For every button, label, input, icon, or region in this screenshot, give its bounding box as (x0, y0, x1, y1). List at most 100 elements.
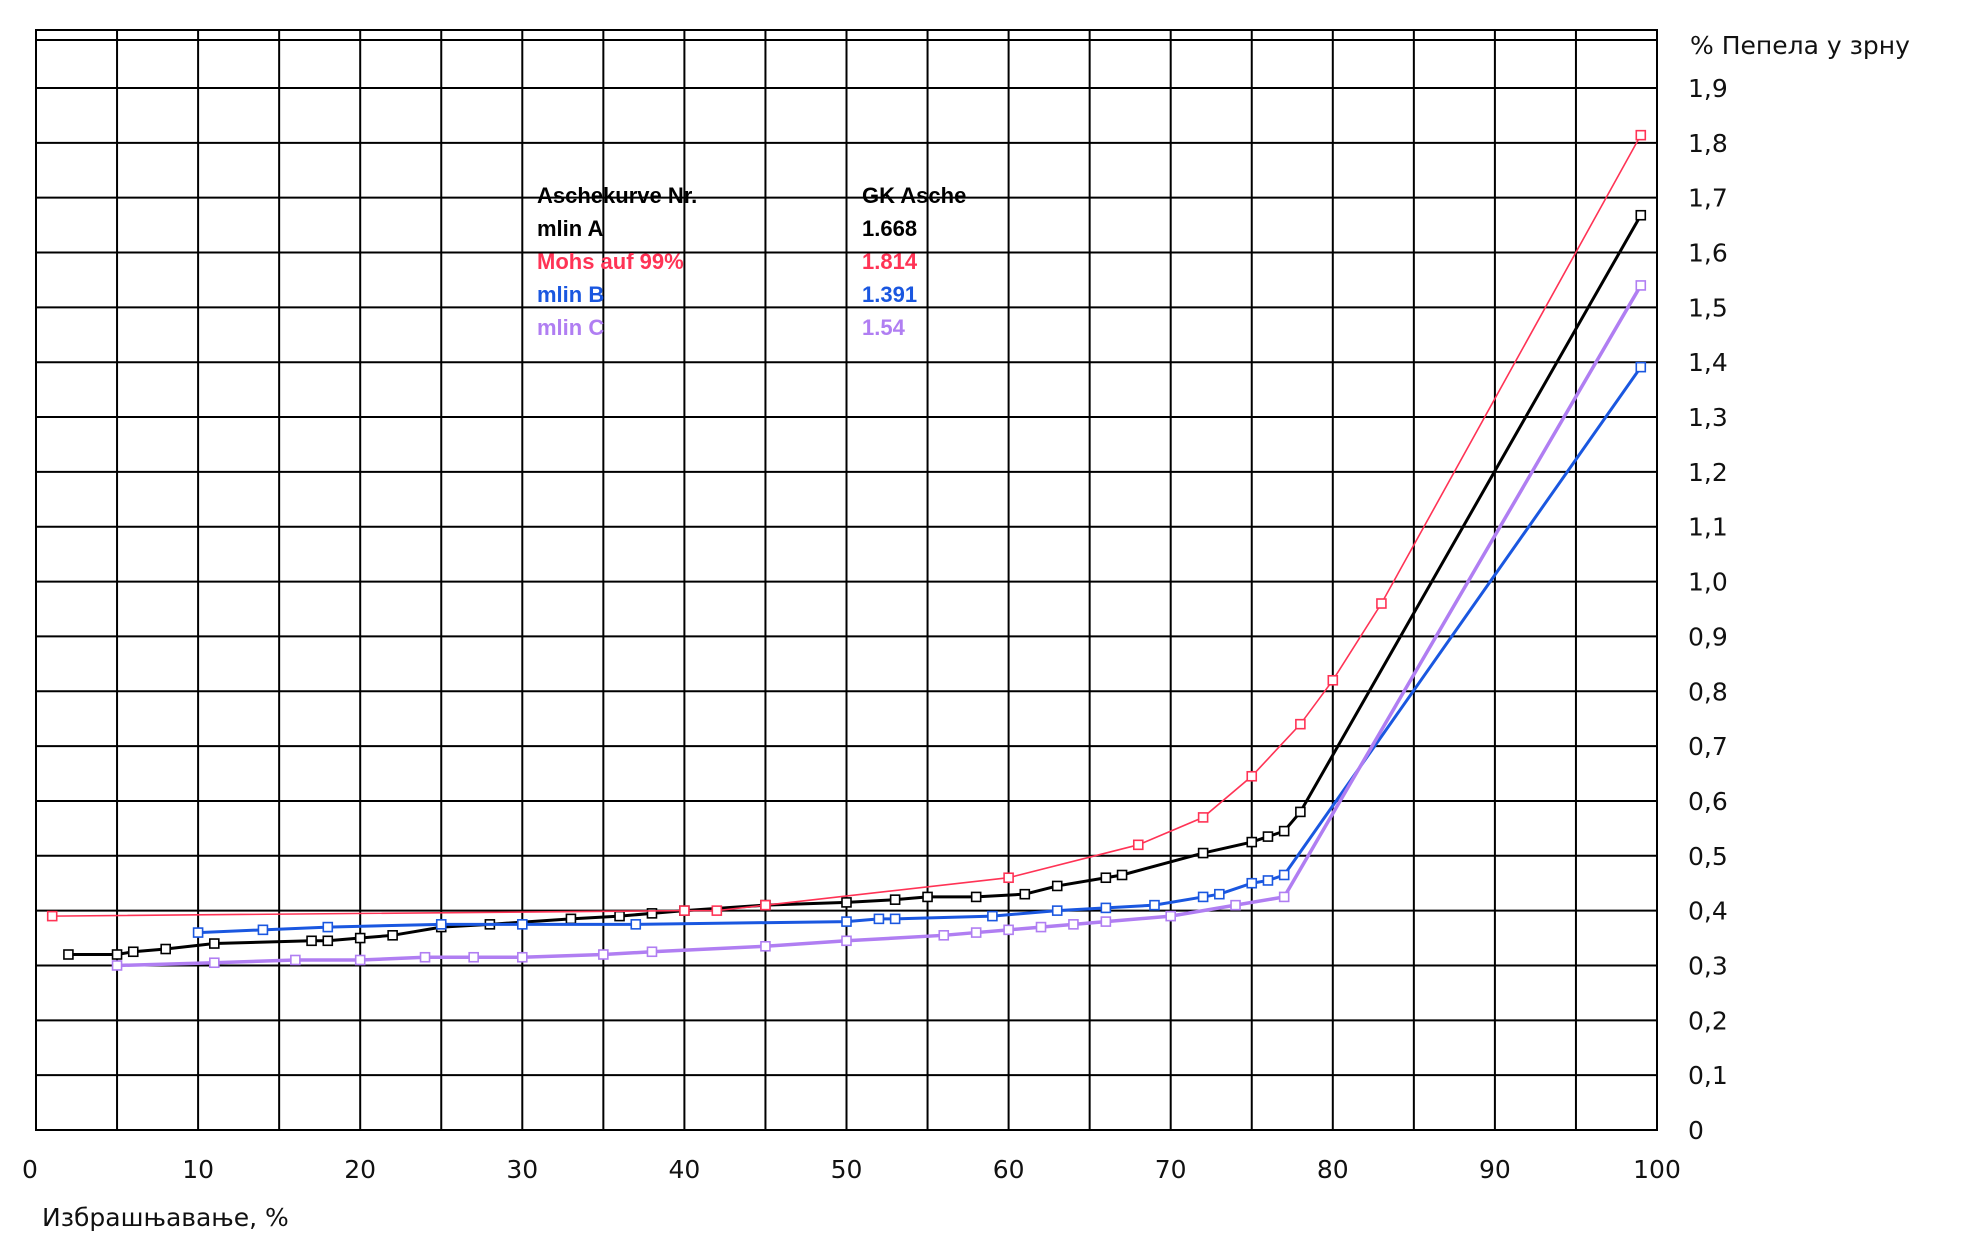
data-point (922, 891, 933, 903)
data-point (1149, 899, 1160, 911)
y-tick-label: 0,9 (1688, 622, 1728, 651)
data-point (614, 910, 625, 922)
data-point (111, 960, 123, 971)
y-axis-label: % Пепела у зрну (1690, 31, 1910, 60)
data-point (1214, 888, 1225, 900)
data-point (1295, 718, 1306, 730)
data-point (970, 891, 982, 903)
data-point (46, 910, 58, 922)
data-point (1197, 812, 1209, 823)
legend-header-name: Aschekurve Nr. (537, 183, 697, 208)
data-point (1635, 209, 1647, 221)
y-tick-label: 0,1 (1688, 1061, 1728, 1090)
grid (35, 29, 1658, 1131)
data-point (646, 908, 658, 919)
legend-series-name: Mohs auf 99% (537, 249, 684, 274)
x-axis-label: Избрашњавање, % (42, 1203, 289, 1232)
y-tick-label: 0,3 (1688, 951, 1728, 980)
data-point (354, 932, 366, 944)
data-point (322, 921, 334, 933)
data-point (516, 951, 528, 963)
data-point (1100, 902, 1112, 914)
y-tick-label: 0,5 (1688, 842, 1728, 871)
data-point (257, 924, 269, 936)
data-point (192, 927, 204, 938)
x-tick-label: 100 (1633, 1155, 1681, 1184)
data-point (1035, 921, 1047, 933)
data-point (354, 954, 366, 966)
tick-labels: 0 10 20 30 40 50 60 70 80 90 10000,10,20,30,40,50,… (22, 74, 1728, 1184)
data-point (1262, 831, 1274, 842)
data-point (387, 930, 398, 941)
y-tick-label: 1,7 (1688, 184, 1728, 213)
data-point (873, 913, 885, 925)
legend-series-value: 1.668 (862, 216, 917, 241)
data-point (760, 899, 771, 911)
x-tick-label: 30 (506, 1155, 538, 1184)
y-tick-label: 1,1 (1688, 513, 1728, 542)
data-point (598, 949, 609, 960)
data-point (1246, 836, 1258, 848)
data-point (111, 949, 123, 960)
data-point (1230, 899, 1241, 911)
data-point (841, 916, 852, 927)
data-point (1278, 891, 1290, 903)
data-point (1262, 875, 1274, 886)
series-line (68, 214, 1643, 957)
x-tick-label: 40 (668, 1155, 700, 1184)
legend-series-value: 1.814 (862, 249, 918, 274)
data-point (127, 946, 139, 958)
y-tick-label: 1,3 (1688, 403, 1728, 432)
y-tick-label: 1,4 (1688, 348, 1728, 377)
y-tick-label: 0,2 (1688, 1006, 1728, 1035)
x-tick-label: 0 (22, 1155, 38, 1184)
data-point (1019, 888, 1031, 900)
data-point (1295, 806, 1306, 818)
y-tick-label: 0,4 (1688, 897, 1728, 926)
y-tick-label: 0,7 (1688, 732, 1728, 761)
legend-series-name: mlin A (537, 216, 604, 241)
data-point (630, 919, 642, 930)
legend-series-name: mlin C (537, 315, 604, 340)
y-tick-label: 1,9 (1688, 74, 1728, 103)
data-point (1278, 825, 1290, 837)
data-point (1635, 129, 1647, 141)
data-point (841, 897, 852, 908)
legend: Aschekurve Nr. GK Asche mlin A 1.668 Mohs … (537, 183, 966, 340)
x-tick-label: 70 (1155, 1155, 1187, 1184)
data-point (970, 927, 982, 938)
data-point (1327, 674, 1339, 686)
data-point (646, 946, 658, 958)
series-line (52, 134, 1642, 917)
data-point (987, 910, 998, 922)
x-tick-label: 20 (344, 1155, 376, 1184)
data-point (322, 935, 334, 947)
data-point (1246, 877, 1258, 889)
data-point (565, 913, 577, 925)
data-point (1116, 869, 1128, 881)
y-tick-label: 1,8 (1688, 129, 1728, 158)
x-tick-label: 60 (993, 1155, 1025, 1184)
legend-header-value: GK Asche (862, 183, 966, 208)
data-point (889, 894, 901, 905)
data-point (1051, 880, 1063, 892)
data-point (1197, 891, 1209, 903)
y-tick-label: 0 (1688, 1116, 1704, 1145)
x-tick-label: 50 (831, 1155, 863, 1184)
x-tick-label: 80 (1317, 1155, 1349, 1184)
data-point (760, 940, 771, 952)
data-point (1376, 598, 1387, 609)
data-point (290, 954, 301, 966)
data-point (1246, 770, 1258, 782)
data-point (1132, 839, 1144, 851)
data-point (1003, 872, 1014, 884)
legend-series-value: 1.54 (862, 315, 906, 340)
y-tick-label: 1,2 (1688, 458, 1728, 487)
data-point (419, 951, 431, 963)
data-point (1278, 869, 1290, 881)
y-tick-label: 1,6 (1688, 239, 1728, 268)
series-line (198, 366, 1643, 935)
data-point (1003, 924, 1014, 936)
data-point (711, 905, 723, 916)
